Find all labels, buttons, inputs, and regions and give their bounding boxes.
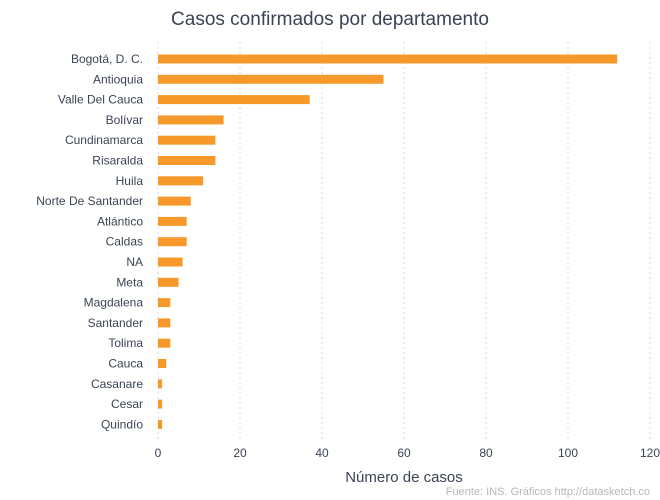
x-axis-ticks: 0 20 40 60 80 100 120 <box>155 446 660 460</box>
x-tick-label: 120 <box>640 446 660 460</box>
category-label: Risaralda <box>92 154 143 168</box>
category-labels: Bogotá, D. C. Antioquia Valle Del Cauca Bol… <box>36 52 143 431</box>
category-label: Bogotá, D. C. <box>71 52 143 66</box>
category-label: Cauca <box>108 357 143 371</box>
category-label: Caldas <box>106 235 143 249</box>
gridlines <box>157 42 651 440</box>
x-tick-label: 100 <box>558 446 578 460</box>
bar <box>158 95 310 105</box>
category-label: Atlántico <box>97 214 143 228</box>
category-label: Norte De Santander <box>36 194 143 208</box>
bar <box>158 196 191 206</box>
bar <box>158 257 183 267</box>
category-label: NA <box>126 255 143 269</box>
chart-title: Casos confirmados por departamento <box>171 9 489 30</box>
category-label: Cesar <box>111 397 143 411</box>
bars <box>158 54 618 429</box>
source-caption: Fuente: INS. Gráficos http://datasketch.… <box>446 486 650 498</box>
x-tick-label: 40 <box>315 446 329 460</box>
bar <box>158 237 187 247</box>
category-label: Huila <box>116 174 144 188</box>
bar <box>158 74 384 84</box>
bar <box>158 156 216 165</box>
bar <box>158 399 163 409</box>
category-label: Bolívar <box>106 113 143 127</box>
category-label: Antioquia <box>93 72 143 86</box>
x-tick-label: 80 <box>479 446 493 460</box>
bar <box>158 135 216 145</box>
category-label: Tolima <box>108 336 143 350</box>
bar <box>158 115 224 125</box>
bar <box>158 359 167 368</box>
x-axis-title: Número de casos <box>345 469 463 486</box>
category-label: Magdalena <box>84 296 144 310</box>
category-label: Casanare <box>91 377 143 391</box>
category-label: Santander <box>88 316 143 330</box>
x-tick-label: 60 <box>397 446 411 460</box>
bar <box>158 176 204 186</box>
bar <box>158 216 187 226</box>
bar <box>158 379 163 389</box>
bar <box>158 54 618 64</box>
bar <box>158 277 179 287</box>
category-label: Valle Del Cauca <box>58 93 143 107</box>
x-tick-label: 0 <box>155 446 162 460</box>
x-tick-label: 20 <box>233 446 247 460</box>
category-label: Quindío <box>101 417 143 431</box>
bar <box>158 419 163 429</box>
bar <box>158 318 171 328</box>
category-label: Meta <box>116 275 143 289</box>
bar <box>158 298 171 308</box>
category-label: Cundinamarca <box>65 133 143 147</box>
bar <box>158 338 171 348</box>
